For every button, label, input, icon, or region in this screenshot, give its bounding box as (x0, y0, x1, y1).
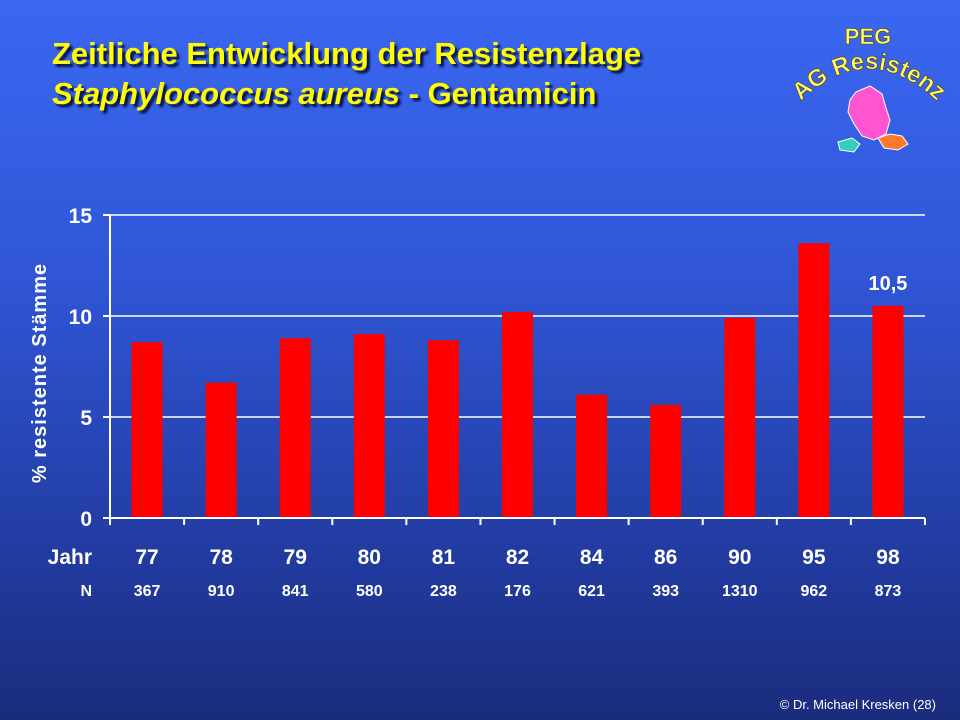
bar (353, 334, 385, 518)
x-tick-label: 98 (876, 546, 900, 569)
map-switzerland-icon (837, 137, 861, 153)
n-value-label: 580 (356, 583, 383, 600)
y-tick-label: 10 (69, 306, 92, 329)
x-tick-labels: 77 78 79 80 81 82 84 86 90 95 98 (135, 546, 900, 569)
bar (576, 394, 608, 518)
bar-value-annotation: 10,5 (868, 273, 907, 295)
bars (131, 243, 904, 518)
n-value-label: 1310 (722, 583, 758, 600)
x-axis-label: Jahr (48, 546, 92, 569)
n-value-label: 962 (801, 583, 828, 600)
y-axis-label: % resistente Stämme (29, 263, 51, 483)
y-tick-label: 5 (80, 407, 92, 430)
bar (724, 318, 756, 518)
y-tick-label: 15 (69, 205, 93, 228)
n-labels: 367 910 841 580 238 176 621 393 1310 962 873 (134, 583, 902, 600)
x-tick-label: 95 (802, 546, 826, 569)
n-value-label: 841 (282, 583, 309, 600)
bar (502, 311, 533, 518)
title-organism: Staphylococcus aureus (52, 76, 401, 111)
x-tick-label: 90 (728, 546, 751, 569)
x-tick-label: 84 (580, 546, 604, 569)
copyright-notice: © Dr. Michael Kresken (28) (779, 697, 936, 712)
x-tick-label: 80 (358, 546, 381, 569)
x-tick-label: 82 (506, 546, 529, 569)
n-value-label: 910 (208, 583, 235, 600)
x-tick-label: 81 (432, 546, 456, 569)
x-ticks (109, 518, 926, 525)
title-drug: - Gentamicin (400, 76, 597, 111)
n-value-label: 176 (504, 583, 531, 600)
bar (279, 338, 311, 518)
x-tick-label: 79 (284, 546, 307, 569)
n-value-label: 873 (875, 583, 902, 600)
title-line-1: Zeitliche Entwicklung der Resistenzlage (52, 36, 642, 71)
n-value-label: 393 (652, 583, 679, 600)
bar (427, 340, 459, 518)
map-austria-icon (877, 133, 909, 151)
bar (131, 342, 163, 518)
slide-title: Zeitliche Entwicklung der Resistenzlage … (52, 34, 641, 114)
y-tick-label: 0 (80, 508, 92, 531)
n-value-label: 238 (430, 583, 457, 600)
x-tick-label: 77 (135, 546, 158, 569)
x-tick-label: 78 (209, 546, 233, 569)
axes (109, 215, 925, 519)
n-value-label: 367 (134, 583, 161, 600)
x-tick-label: 86 (654, 546, 677, 569)
peg-ag-resistenz-logo: PEG AG Resistenz (790, 24, 950, 153)
bar (205, 382, 237, 518)
n-value-label: 621 (578, 583, 605, 600)
bar (650, 404, 682, 518)
logo-peg-text: PEG (845, 24, 891, 49)
y-ticks: 0 5 10 15 (69, 205, 110, 531)
n-row-label: N (80, 583, 92, 600)
bar (798, 243, 830, 518)
bar (872, 305, 904, 518)
